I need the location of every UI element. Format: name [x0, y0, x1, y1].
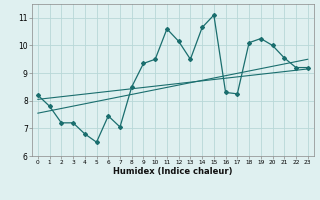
X-axis label: Humidex (Indice chaleur): Humidex (Indice chaleur) — [113, 167, 233, 176]
